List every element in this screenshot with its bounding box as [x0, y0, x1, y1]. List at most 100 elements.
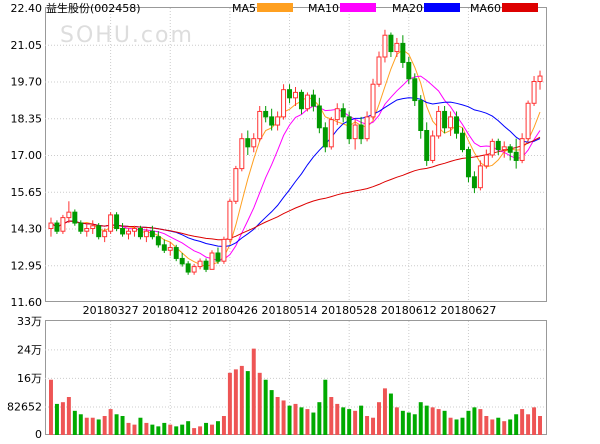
volume-bar-down — [323, 379, 328, 435]
volume-bar-up — [293, 403, 298, 435]
candle-up — [364, 116, 370, 140]
candle-up — [143, 230, 149, 238]
volume-bar-down — [156, 426, 161, 435]
date-tick-label: 20180426 — [202, 304, 258, 317]
candle-down — [442, 110, 448, 129]
candle-down — [72, 211, 78, 224]
candle-down — [203, 260, 209, 270]
candle-down — [406, 61, 412, 80]
volume-bar-down — [162, 422, 167, 435]
candle-down — [161, 244, 167, 251]
volume-bar-down — [263, 379, 268, 435]
candle-up — [102, 230, 108, 238]
volume-bar-down — [406, 412, 411, 435]
candle-down — [263, 110, 269, 118]
candle-down — [507, 146, 513, 153]
candle-down — [495, 140, 501, 151]
volume-bar-up — [526, 414, 531, 435]
price-tick-label: 22.40 — [11, 2, 43, 15]
volume-bar-down — [138, 417, 143, 435]
candle-up — [197, 260, 203, 268]
candle-up — [334, 108, 340, 121]
candle-down — [298, 91, 304, 110]
volume-bar-up — [329, 397, 334, 435]
candle-up — [131, 228, 137, 232]
candle-up — [84, 228, 90, 232]
volume-bar-up — [520, 409, 525, 435]
volume-bar-down — [215, 421, 220, 435]
candle-up — [126, 230, 131, 235]
candle-up — [394, 42, 400, 53]
price-tick-label: 14.30 — [11, 223, 43, 236]
volume-bar-up — [132, 424, 137, 435]
legend-swatch — [340, 3, 376, 12]
volume-bar-up — [335, 403, 340, 435]
price-tick-label: 21.05 — [11, 39, 43, 52]
price-tick-label: 12.95 — [11, 259, 43, 272]
legend-label: MA20 — [392, 2, 423, 15]
volume-bar-up — [377, 402, 381, 435]
candle-up — [191, 266, 197, 273]
date-tick-label: 20180327 — [83, 304, 139, 317]
price-panel-frame — [45, 7, 547, 302]
candle-up — [221, 238, 227, 262]
candle-down — [155, 236, 161, 246]
candle-down — [460, 132, 465, 151]
volume-bar-up — [126, 422, 131, 435]
volume-bar-down — [454, 419, 459, 435]
candle-up — [108, 214, 114, 232]
candle-up — [483, 154, 489, 167]
volume-bar-down — [424, 405, 429, 435]
candle-down — [173, 247, 179, 259]
candle-down — [513, 151, 519, 161]
volume-bar-down — [269, 390, 274, 435]
candle-down — [388, 34, 394, 53]
volume-bar-up — [478, 409, 483, 435]
volume-tick-label: 82652 — [7, 400, 42, 413]
volume-bar-down — [150, 424, 155, 435]
candle-down — [340, 108, 346, 118]
volume-bar-down — [347, 409, 352, 435]
candle-down — [185, 263, 191, 273]
volume-bar-down — [245, 371, 250, 435]
volume-bar-up — [198, 426, 203, 435]
candle-down — [454, 116, 460, 134]
candle-up — [281, 89, 287, 118]
volume-bar-down — [472, 407, 477, 435]
volume-bar-down — [204, 422, 209, 435]
volume-bar-down — [96, 419, 101, 435]
candle-up — [531, 81, 537, 104]
candle-up — [525, 102, 531, 140]
volume-bar-up — [281, 400, 286, 435]
legend: MA5 MA10 MA20 MA60 — [232, 2, 538, 15]
candle-up — [275, 116, 281, 126]
volume-bar-down — [466, 410, 471, 435]
candle-down — [310, 94, 316, 107]
candle-down — [78, 222, 84, 232]
candle-down — [471, 176, 477, 189]
volume-bar-down — [311, 412, 316, 435]
volume-bar-down — [514, 414, 519, 435]
candle-up — [66, 211, 72, 219]
volume-bar-up — [221, 416, 226, 435]
volume-bar-down — [186, 421, 191, 435]
volume-bar-down — [508, 419, 513, 435]
volume-bar-down — [72, 410, 77, 435]
candle-down — [465, 149, 471, 178]
candle-up — [257, 110, 263, 140]
volume-bar-up — [353, 410, 358, 435]
candle-up — [448, 116, 454, 129]
volume-bar-down — [359, 405, 364, 435]
price-tick-labels: 22.40 21.05 19.70 18.35 17.00 15.65 14.30 12.95… — [11, 2, 43, 309]
ma-line-ma60 — [50, 136, 541, 241]
volume-bar-down — [496, 417, 501, 435]
volume-bar-up — [60, 402, 65, 435]
date-tick-label: 20180528 — [321, 304, 377, 317]
volume-bar-up — [538, 416, 542, 435]
candle-up — [430, 135, 436, 161]
volume-bar-down — [341, 407, 346, 435]
candle-down — [418, 100, 424, 132]
candle-down — [358, 124, 364, 140]
volume-bar-down — [54, 403, 59, 435]
